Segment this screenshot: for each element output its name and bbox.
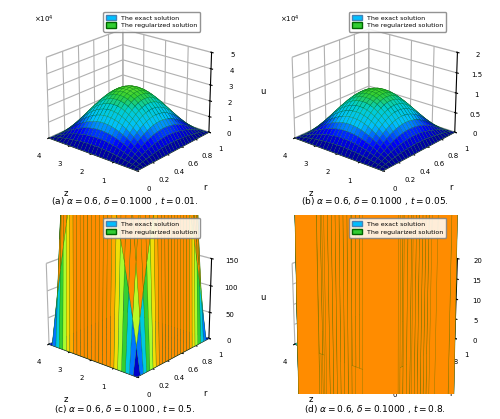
Y-axis label: r: r: [449, 390, 452, 398]
Text: (a) $\alpha = 0.6$, $\delta = 0.1000$ , $t = 0.01$.: (a) $\alpha = 0.6$, $\delta = 0.1000$ , …: [51, 195, 199, 207]
X-axis label: z: z: [309, 189, 314, 198]
Legend: The exact solution, The regularized solution: The exact solution, The regularized solu…: [349, 11, 446, 31]
Text: (c) $\alpha = 0.6$, $\delta = 0.1000$ , $t = 0.5$.: (c) $\alpha = 0.6$, $\delta = 0.1000$ , …: [54, 403, 196, 415]
X-axis label: z: z: [309, 395, 314, 404]
X-axis label: z: z: [64, 395, 68, 404]
X-axis label: z: z: [64, 189, 68, 198]
Text: $\times 10^{4}$: $\times 10^{4}$: [34, 14, 54, 25]
Text: $\times 10^{4}$: $\times 10^{4}$: [280, 14, 299, 25]
Y-axis label: r: r: [203, 390, 206, 398]
Text: (d) $\alpha = 0.6$, $\delta = 0.1000$ , $t = 0.8$.: (d) $\alpha = 0.6$, $\delta = 0.1000$ , …: [304, 403, 446, 415]
Y-axis label: r: r: [449, 184, 452, 192]
Legend: The exact solution, The regularized solution: The exact solution, The regularized solu…: [104, 218, 200, 238]
Text: (b) $\alpha = 0.6$, $\delta = 0.1000$ , $t = 0.05$.: (b) $\alpha = 0.6$, $\delta = 0.1000$ , …: [301, 195, 449, 207]
Legend: The exact solution, The regularized solution: The exact solution, The regularized solu…: [349, 218, 446, 238]
Legend: The exact solution, The regularized solution: The exact solution, The regularized solu…: [104, 11, 200, 31]
Y-axis label: r: r: [203, 184, 206, 192]
